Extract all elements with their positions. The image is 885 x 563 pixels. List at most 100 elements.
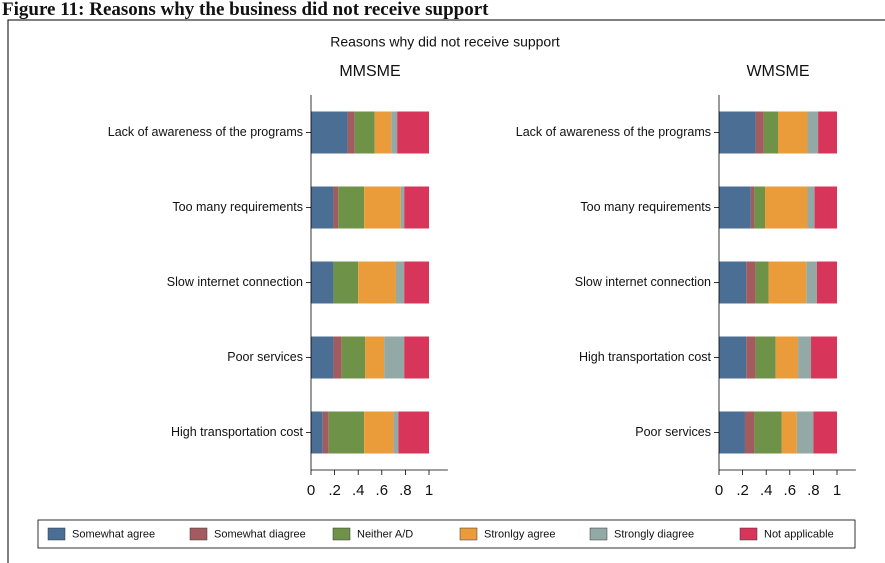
bar-segment: Not applicable <box>397 111 429 154</box>
category-label: Slow internet connection <box>167 275 303 289</box>
bar-segment: Somewhat agree <box>719 186 751 229</box>
bar-segment: Stronlgy agree <box>775 336 799 379</box>
bar-segment: Neither A/D <box>338 186 365 229</box>
bar-segment: Not applicable <box>818 111 837 154</box>
bar-segment: Not applicable <box>814 186 837 229</box>
category-label: Poor services <box>227 350 303 364</box>
bar-segment: Strongly diagree <box>806 261 817 304</box>
bar-segment: Neither A/D <box>354 111 375 154</box>
panel-title: MMSME <box>339 63 400 80</box>
legend-swatch <box>739 527 758 541</box>
bar-segment: Stronlgy agree <box>778 111 808 154</box>
frame <box>7 19 885 563</box>
bar-segment: Somewhat diagree <box>333 336 342 379</box>
bar-segment: Strongly diagree <box>393 411 399 454</box>
category-label: Poor services <box>635 425 711 439</box>
x-tick-label: .4 <box>352 482 365 499</box>
bar-segment: Somewhat diagree <box>746 261 756 304</box>
bar-segment: Somewhat diagree <box>746 336 756 379</box>
bar-segment: Strongly diagree <box>391 111 398 154</box>
legend-label: Somewhat diagree <box>214 528 306 540</box>
bar-segment: Neither A/D <box>333 261 359 304</box>
bar-segment: Strongly diagree <box>400 186 405 229</box>
bar-segment: Not applicable <box>816 261 837 304</box>
bar-segment: Somewhat agree <box>311 186 334 229</box>
bar-segment: Neither A/D <box>755 261 769 304</box>
bar-segment: Neither A/D <box>341 336 366 379</box>
bar-segment: Stronlgy agree <box>768 261 807 304</box>
bar-segment: Neither A/D <box>754 411 782 454</box>
bar-segment: Somewhat agree <box>311 261 334 304</box>
bar-segment: Strongly diagree <box>807 186 815 229</box>
legend-label: Neither A/D <box>357 528 413 540</box>
bar-segment: Somewhat diagree <box>322 411 329 454</box>
bar-segment: Somewhat agree <box>719 336 747 379</box>
x-tick-label: 1 <box>425 482 433 499</box>
x-tick-label: .8 <box>399 482 412 499</box>
bar-segment: Somewhat diagree <box>347 111 355 154</box>
category-label: Lack of awareness of the programs <box>108 125 303 139</box>
bar-segment: Neither A/D <box>755 336 776 379</box>
bar-segment: Stronlgy agree <box>781 411 797 454</box>
legend-swatch <box>589 527 608 541</box>
bar-segment: Somewhat diagree <box>755 111 764 154</box>
bar-segment: Not applicable <box>811 336 837 379</box>
bar-segment: Somewhat diagree <box>744 411 755 454</box>
bar-segment: Not applicable <box>404 261 429 304</box>
x-tick-label: 0 <box>307 482 315 499</box>
bar-segment: Stronlgy agree <box>365 336 385 379</box>
bar-segment: Somewhat agree <box>311 111 348 154</box>
x-tick-label: .2 <box>328 482 341 499</box>
bar-segment: Not applicable <box>404 186 429 229</box>
legend-swatch <box>459 527 478 541</box>
bar-segment: Strongly diagree <box>796 411 814 454</box>
panel-title: WMSME <box>746 63 809 80</box>
bar-segment: Not applicable <box>404 336 429 379</box>
bar-segment: Stronlgy agree <box>364 411 394 454</box>
legend-label: Stronlgy agree <box>484 528 556 540</box>
legend-label: Strongly diagree <box>614 528 694 540</box>
x-tick-label: .6 <box>784 482 797 499</box>
figure-title: Reasons why did not receive support <box>330 34 560 50</box>
bar-segment: Strongly diagree <box>395 261 405 304</box>
bar-segment: Somewhat diagree <box>333 186 339 229</box>
x-tick-label: 1 <box>833 482 841 499</box>
bar-segment: Not applicable <box>398 411 429 454</box>
bar-segment: Somewhat agree <box>719 261 747 304</box>
legend-swatch <box>47 527 66 541</box>
bar-segment: Stronlgy agree <box>358 261 396 304</box>
category-label: Too many requirements <box>172 200 303 214</box>
bar-segment: Somewhat agree <box>311 411 323 454</box>
legend-swatch <box>332 527 351 541</box>
bar-segment: Strongly diagree <box>384 336 405 379</box>
bar-segment: Somewhat agree <box>719 111 756 154</box>
bar-segment: Neither A/D <box>754 186 766 229</box>
bar-segment: Somewhat agree <box>311 336 334 379</box>
x-tick-label: .4 <box>760 482 773 499</box>
bar-segment: Stronlgy agree <box>374 111 392 154</box>
bar-segment: Somewhat diagree <box>750 186 755 229</box>
legend-swatch <box>189 527 208 541</box>
bar-segment: Strongly diagree <box>798 336 812 379</box>
legend-label: Not applicable <box>764 528 834 540</box>
x-tick-label: 0 <box>715 482 723 499</box>
category-label: Slow internet connection <box>575 275 711 289</box>
category-label: Too many requirements <box>580 200 711 214</box>
bar-segment: Strongly diagree <box>807 111 819 154</box>
bar-segment: Neither A/D <box>328 411 365 454</box>
x-tick-label: .6 <box>376 482 389 499</box>
figure-caption: Figure 11: Reasons why the business did … <box>2 0 489 20</box>
x-tick-label: .2 <box>736 482 749 499</box>
legend-box <box>37 519 856 549</box>
category-label: High transportation cost <box>171 425 304 439</box>
bar-segment: Neither A/D <box>763 111 778 154</box>
x-tick-label: .8 <box>807 482 820 499</box>
bar-segment: Stronlgy agree <box>364 186 401 229</box>
legend-label: Somewhat agree <box>72 528 155 540</box>
category-label: Lack of awareness of the programs <box>516 125 711 139</box>
bar-segment: Somewhat agree <box>719 411 745 454</box>
bar-segment: Not applicable <box>813 411 837 454</box>
bar-segment: Stronlgy agree <box>765 186 808 229</box>
category-label: High transportation cost <box>579 350 712 364</box>
